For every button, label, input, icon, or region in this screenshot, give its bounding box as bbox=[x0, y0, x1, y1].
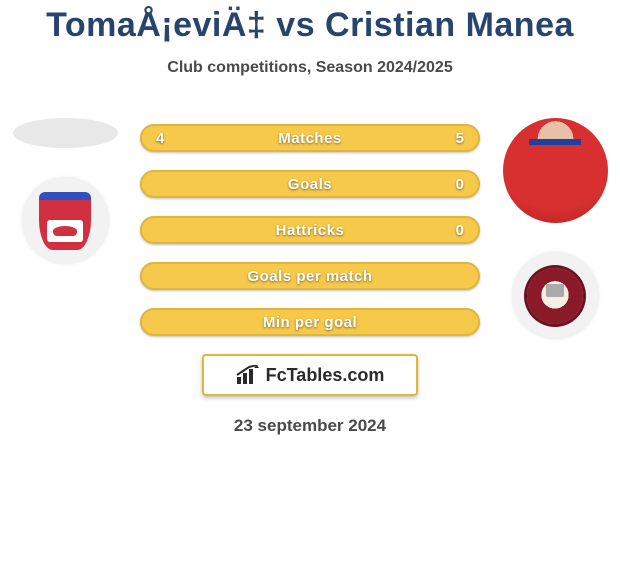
stat-bar: 4 Matches 5 bbox=[140, 124, 480, 152]
stat-value-left: 4 bbox=[142, 126, 178, 150]
right-column bbox=[500, 118, 610, 338]
stat-value-left bbox=[142, 218, 170, 242]
stat-label: Goals per match bbox=[247, 268, 372, 285]
stat-bar: Min per goal bbox=[140, 308, 480, 336]
stat-label: Hattricks bbox=[276, 222, 345, 239]
player-photo-right bbox=[503, 118, 608, 223]
stat-label: Matches bbox=[278, 130, 342, 147]
date-text: 23 september 2024 bbox=[140, 416, 480, 436]
stat-bar: Goals per match bbox=[140, 262, 480, 290]
stat-label: Min per goal bbox=[263, 314, 357, 331]
left-column bbox=[10, 118, 120, 263]
stat-value-left bbox=[142, 310, 170, 334]
stat-value-right: 0 bbox=[442, 218, 478, 242]
stat-label: Goals bbox=[288, 176, 332, 193]
stat-value-right bbox=[450, 264, 478, 288]
club-badge-right bbox=[513, 253, 598, 338]
stat-bars: 4 Matches 5 Goals 0 Hattricks 0 Goals pe… bbox=[140, 124, 480, 436]
stat-value-left bbox=[142, 264, 170, 288]
stat-value-right bbox=[450, 310, 478, 334]
stat-bar: Goals 0 bbox=[140, 170, 480, 198]
stat-value-right: 5 bbox=[442, 126, 478, 150]
brand-text: FcTables.com bbox=[266, 365, 385, 386]
brand-badge: FcTables.com bbox=[202, 354, 418, 396]
club-badge-left bbox=[23, 178, 108, 263]
page-subtitle: Club competitions, Season 2024/2025 bbox=[0, 59, 620, 77]
bar-chart-icon bbox=[236, 365, 260, 385]
stat-value-right: 0 bbox=[442, 172, 478, 196]
player-photo-left bbox=[13, 118, 118, 148]
shield-icon bbox=[527, 268, 583, 324]
stat-bar: Hattricks 0 bbox=[140, 216, 480, 244]
shield-icon bbox=[39, 192, 91, 250]
stat-value-left bbox=[142, 172, 170, 196]
page-title: TomaÅ¡eviÄ‡ vs Cristian Manea bbox=[0, 0, 620, 45]
